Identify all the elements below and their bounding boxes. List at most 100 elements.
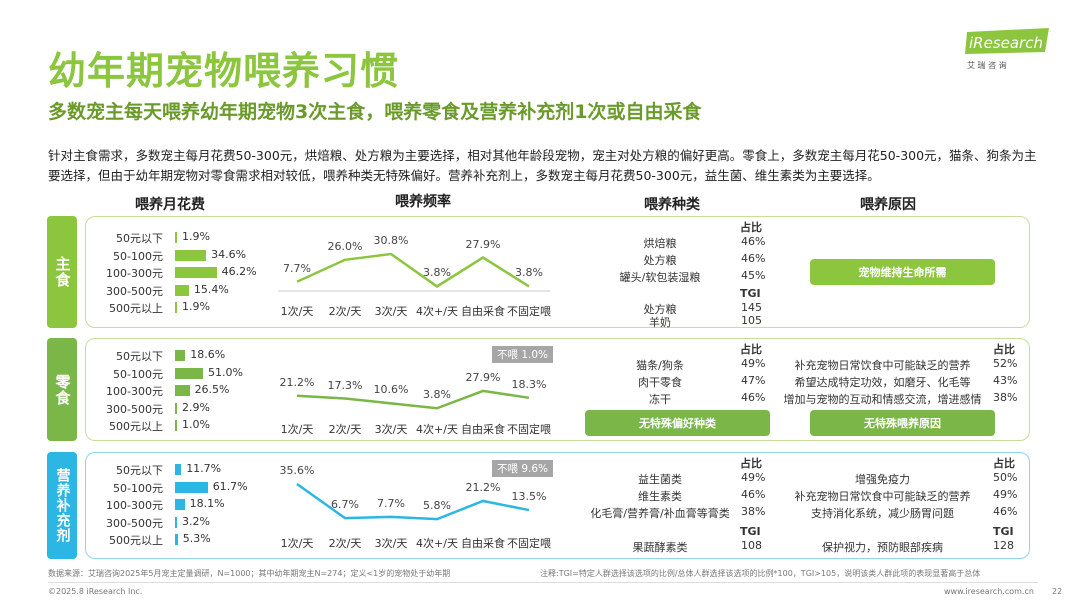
type-share-value: 45% — [741, 269, 766, 282]
column-header-spend: 喂养月花费 — [135, 197, 205, 213]
frequency-category-label: 2次/天 — [328, 537, 362, 550]
spend-value-label: 18.1% — [189, 497, 225, 510]
spend-bar — [175, 534, 178, 545]
reasons-share-header: 占比 — [993, 343, 1015, 356]
frequency-value-label: 3.8% — [423, 266, 451, 280]
frequency-category-label: 3次/天 — [374, 537, 408, 550]
page-title: 幼年期宠物喂养习惯 — [48, 49, 400, 93]
frequency-category-label: 3次/天 — [374, 305, 408, 318]
type-tgi-value: 108 — [741, 539, 762, 552]
spend-bar — [175, 367, 204, 379]
frequency-value-label: 26.0% — [327, 239, 363, 253]
reasons-button[interactable]: 宠物维持生命所需 — [810, 259, 995, 285]
footer-note: 注释:TGI=特定人群选择该选项的比例/总体人群选择该选项的比例*100，TGI… — [540, 569, 981, 578]
column-header-types: 喂养种类 — [644, 197, 700, 213]
spend-category-label: 500元以上 — [109, 420, 163, 433]
spend-category-label: 300-500元 — [106, 516, 163, 530]
spend-value-label: 1.9% — [182, 230, 210, 243]
reason-name: 支持消化系统，减少肠胃问题 — [811, 507, 954, 520]
spend-bar — [175, 464, 182, 475]
frequency-value-label: 3.8% — [515, 266, 543, 280]
description: 针对主食需求，多数宠主每月花费50-300元，烘焙粮、处方粮为主要选择，相对其他… — [48, 148, 1037, 183]
type-tgi-name: 羊奶 — [649, 316, 671, 329]
spend-category-label: 100-300元 — [106, 499, 163, 512]
spend-category-label: 50元以下 — [116, 350, 163, 363]
spend-category-label: 300-500元 — [106, 284, 163, 298]
no-feed-badge: 不喂 1.0% — [492, 346, 554, 363]
no-feed-badge: 不喂 9.6% — [492, 460, 554, 477]
frequency-value-label: 21.2% — [465, 480, 501, 494]
type-share-value: 49% — [741, 357, 766, 370]
type-tgi-value: 145 — [741, 301, 762, 314]
page-subtitle: 多数宠主每天喂养幼年期宠物3次主食，喂养零食及营养补充剂1次或自由采食 — [48, 101, 702, 123]
spend-value-label: 34.6% — [211, 247, 247, 261]
spend-bar — [175, 402, 177, 414]
frequency-value-label: 13.5% — [511, 490, 547, 504]
reason-name: 补充宠物日常饮食中可能缺乏的营养 — [794, 359, 971, 372]
reason-share-value: 38% — [993, 391, 1018, 404]
frequency-category-label: 4次+/天 — [416, 305, 458, 318]
footer-copyright: ©2025.8 iResearch Inc. — [48, 587, 143, 596]
frequency-category-label: 1次/天 — [280, 537, 314, 550]
column-header-frequency: 喂养频率 — [395, 194, 451, 210]
row-tab-1[interactable]: 零食 — [47, 338, 77, 441]
frequency-value-label: 30.8% — [373, 234, 409, 248]
iresearch-logo: iResearch 艾 瑞 咨 询 — [965, 28, 1049, 72]
row-panel-2 — [85, 452, 1030, 559]
type-name: 猫条/狗条 — [636, 359, 684, 372]
spend-category-label: 100-300元 — [106, 385, 163, 398]
type-share-value: 46% — [741, 391, 766, 404]
spend-value-label: 5.3% — [182, 532, 211, 545]
spend-category-label: 100-300元 — [106, 267, 163, 280]
spend-category-label: 50-100元 — [113, 481, 163, 495]
type-share-value: 46% — [741, 252, 766, 265]
page-number: 22 — [1052, 587, 1063, 596]
spend-bar — [175, 302, 177, 313]
types-share-header: 占比 — [740, 221, 762, 234]
frequency-category-label: 3次/天 — [374, 423, 408, 436]
reasons-share-header: 占比 — [993, 457, 1015, 470]
spend-category-label: 50元以下 — [116, 232, 163, 245]
reason-share-value: 46% — [993, 505, 1018, 518]
spend-bar — [175, 284, 189, 296]
reason-name: 希望达成特定功效，如磨牙、化毛等 — [794, 376, 971, 389]
reason-share-value: 49% — [993, 488, 1018, 501]
type-share-value: 38% — [741, 505, 766, 518]
frequency-category-label: 不固定喂 — [507, 537, 551, 550]
spend-bar — [175, 385, 190, 396]
row-tab-0[interactable]: 主食 — [47, 216, 77, 328]
type-name: 烘焙粮 — [643, 237, 677, 250]
reasons-button[interactable]: 无特殊喂养原因 — [810, 410, 995, 436]
row-panel-1 — [85, 338, 1030, 441]
type-name: 冻干 — [649, 393, 671, 406]
spend-category-label: 500元以上 — [109, 534, 163, 547]
type-tgi-value: 105 — [741, 314, 762, 327]
types-share-header: 占比 — [740, 457, 762, 470]
frequency-value-label: 18.3% — [511, 377, 547, 391]
frequency-category-label: 2次/天 — [328, 305, 362, 318]
footer-website[interactable]: www.iresearch.com.cn — [944, 587, 1034, 596]
frequency-category-label: 4次+/天 — [416, 537, 458, 550]
spend-category-label: 50-100元 — [113, 249, 163, 263]
reason-name: 增加与宠物的互动和情感交流，增进感情 — [783, 393, 982, 406]
types-button[interactable]: 无特殊偏好种类 — [585, 410, 770, 436]
types-share-header: 占比 — [740, 343, 762, 356]
spend-category-label: 300-500元 — [106, 402, 163, 416]
type-tgi-name: 果蔬酵素类 — [632, 541, 688, 554]
frequency-value-label: 35.6% — [279, 463, 315, 477]
spend-value-label: 51.0% — [208, 365, 243, 379]
type-name: 处方粮 — [643, 254, 677, 267]
row-tab-2[interactable]: 营养补充剂 — [47, 452, 77, 559]
type-share-value: 46% — [741, 235, 766, 248]
frequency-value-label: 21.2% — [279, 375, 315, 389]
reasons-tgi-header: TGI — [993, 525, 1014, 538]
frequency-category-label: 2次/天 — [328, 423, 362, 436]
spend-bar — [175, 350, 186, 361]
spend-category-label: 50-100元 — [113, 367, 163, 381]
frequency-category-label: 自由采食 — [461, 423, 505, 436]
type-share-value: 47% — [741, 374, 766, 387]
spend-bar — [175, 481, 208, 493]
spend-bar — [175, 232, 177, 243]
spend-bar — [175, 267, 217, 278]
frequency-value-label: 17.3% — [327, 378, 363, 392]
